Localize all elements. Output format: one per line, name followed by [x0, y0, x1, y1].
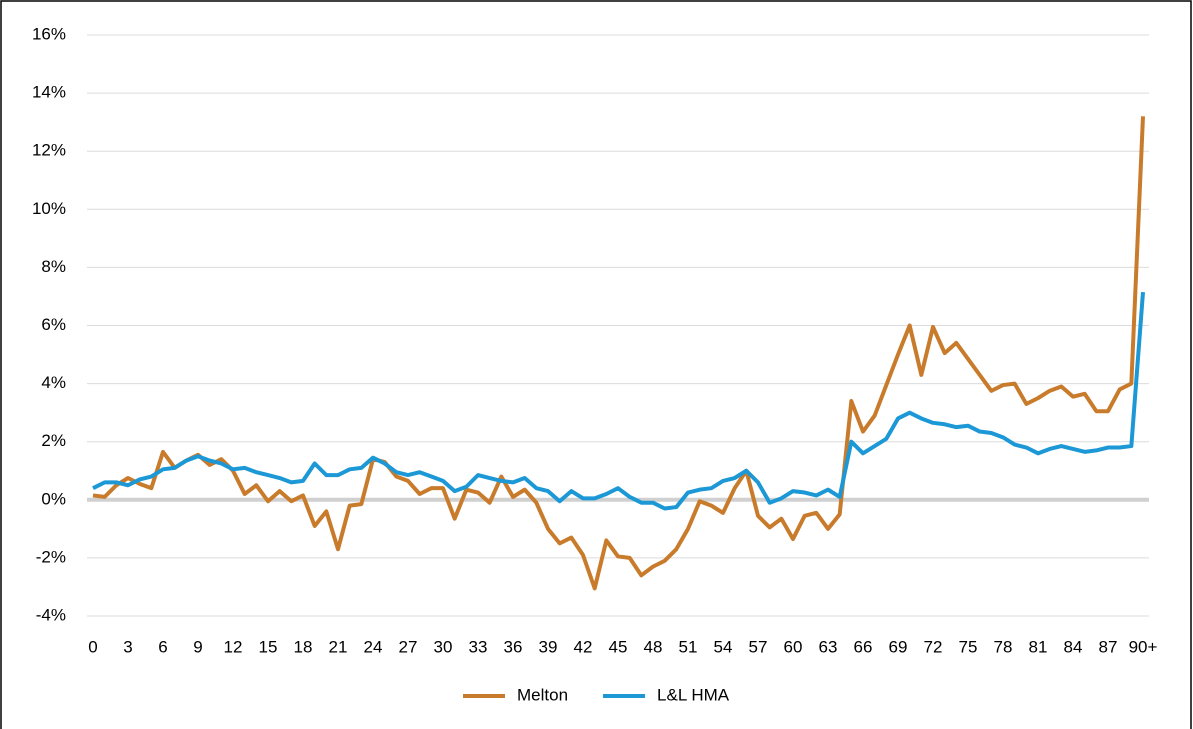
line-series — [92, 116, 1145, 591]
x-tick-label: 69 — [889, 637, 908, 656]
y-tick-label: -4% — [36, 605, 66, 624]
x-tick-label: 3 — [123, 637, 132, 656]
x-tick-label: 60 — [784, 637, 803, 656]
x-tick-label: 27 — [399, 637, 418, 656]
x-tick-label: 81 — [1029, 637, 1048, 656]
x-tick-label: 75 — [959, 637, 978, 656]
legend-label: Melton — [517, 685, 568, 704]
y-tick-label: -2% — [36, 547, 66, 566]
x-tick-label: 21 — [329, 637, 348, 656]
y-tick-label: 4% — [41, 373, 66, 392]
y-tick-label: 14% — [32, 83, 66, 102]
y-tick-label: 8% — [41, 257, 66, 276]
x-tick-label: 63 — [819, 637, 838, 656]
x-tick-label: 54 — [714, 637, 733, 656]
y-tick-label: 16% — [32, 24, 66, 43]
x-tick-label: 6 — [158, 637, 167, 656]
y-tick-label: 6% — [41, 315, 66, 334]
y-tick-label: 10% — [32, 199, 66, 218]
x-tick-label: 45 — [609, 637, 628, 656]
x-tick-label: 51 — [679, 637, 698, 656]
x-tick-label: 30 — [434, 637, 453, 656]
x-tick-label: 33 — [469, 637, 488, 656]
y-tick-label: 12% — [32, 141, 66, 160]
line-series — [92, 291, 1145, 511]
x-tick-label: 48 — [644, 637, 663, 656]
x-tick-label: 9 — [193, 637, 202, 656]
x-tick-label: 12 — [224, 637, 243, 656]
x-tick-label: 72 — [924, 637, 943, 656]
x-tick-label: 90+ — [1129, 637, 1158, 656]
x-tick-label: 78 — [994, 637, 1013, 656]
x-tick-label: 39 — [539, 637, 558, 656]
x-tick-label: 0 — [88, 637, 97, 656]
x-tick-label: 87 — [1099, 637, 1118, 656]
x-tick-label: 57 — [749, 637, 768, 656]
x-tick-label: 24 — [364, 637, 383, 656]
x-tick-label: 18 — [294, 637, 313, 656]
legend-label: L&L HMA — [657, 685, 730, 704]
x-tick-label: 42 — [574, 637, 593, 656]
x-tick-label: 36 — [504, 637, 523, 656]
y-tick-label: 2% — [41, 431, 66, 450]
x-tick-label: 66 — [854, 637, 873, 656]
x-tick-label: 84 — [1064, 637, 1083, 656]
x-tick-label: 15 — [259, 637, 278, 656]
y-tick-label: 0% — [41, 489, 66, 508]
